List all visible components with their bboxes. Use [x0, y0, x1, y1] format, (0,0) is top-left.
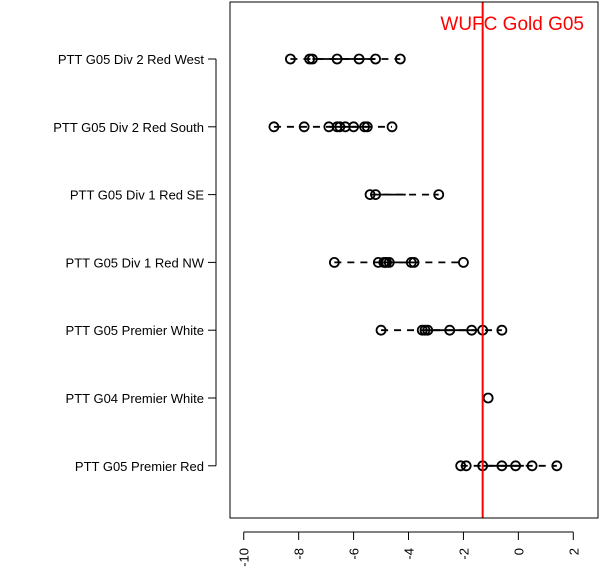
data-point	[422, 324, 434, 336]
data-point	[408, 256, 420, 268]
data-point	[334, 121, 346, 133]
y-tick-label: PTT G05 Div 1 Red SE	[70, 188, 204, 203]
data-point	[496, 460, 508, 472]
y-tick-label: PTT G05 Div 2 Red South	[53, 120, 204, 135]
plot-series	[268, 53, 563, 472]
y-tick-label: PTT G05 Div 1 Red NW	[66, 255, 205, 270]
x-axis: -10 -8 -6 -4 -2 0 2	[237, 531, 581, 567]
data-point	[466, 324, 478, 336]
data-point	[460, 460, 472, 472]
data-point	[370, 53, 381, 65]
y-tick-label: PTT G05 Premier White	[66, 323, 204, 338]
x-tick-label: -6	[347, 548, 362, 560]
data-point	[370, 189, 381, 201]
reference-line-label: WUFC Gold G05	[440, 14, 584, 35]
data-point	[285, 53, 296, 65]
x-tick-label: -2	[456, 548, 471, 560]
x-tick-label: -4	[402, 548, 417, 560]
data-point	[526, 460, 538, 472]
data-point	[386, 121, 398, 133]
data-point	[361, 121, 373, 133]
y-tick-label: PTT G04 Premier White	[66, 391, 204, 406]
data-point	[306, 53, 318, 65]
y-axis: PTT G05 Div 2 Red West PTT G05 Div 2 Red …	[53, 52, 217, 474]
data-point	[510, 460, 522, 472]
data-point	[444, 324, 456, 336]
x-tick-label: -8	[292, 548, 307, 560]
data-point	[551, 460, 563, 472]
x-tick-label: 0	[511, 548, 526, 555]
x-tick-label: 2	[566, 548, 581, 555]
data-point	[394, 53, 406, 65]
data-point	[298, 121, 310, 133]
data-point	[328, 256, 340, 268]
data-point	[375, 324, 387, 336]
plot-frame	[229, 1, 599, 519]
data-point	[433, 189, 445, 201]
data-point	[482, 392, 494, 404]
data-point	[458, 256, 469, 268]
y-tick-label: PTT G05 Premier Red	[75, 459, 204, 474]
data-point	[496, 324, 508, 336]
y-tick-label: PTT G05 Div 2 Red West	[58, 52, 205, 67]
data-point	[331, 53, 343, 65]
data-point	[268, 121, 280, 133]
data-point	[383, 256, 395, 268]
data-point	[353, 53, 365, 65]
data-point	[455, 460, 467, 472]
data-point	[364, 189, 376, 201]
data-point	[348, 121, 359, 133]
x-tick-label: -10	[237, 548, 252, 567]
